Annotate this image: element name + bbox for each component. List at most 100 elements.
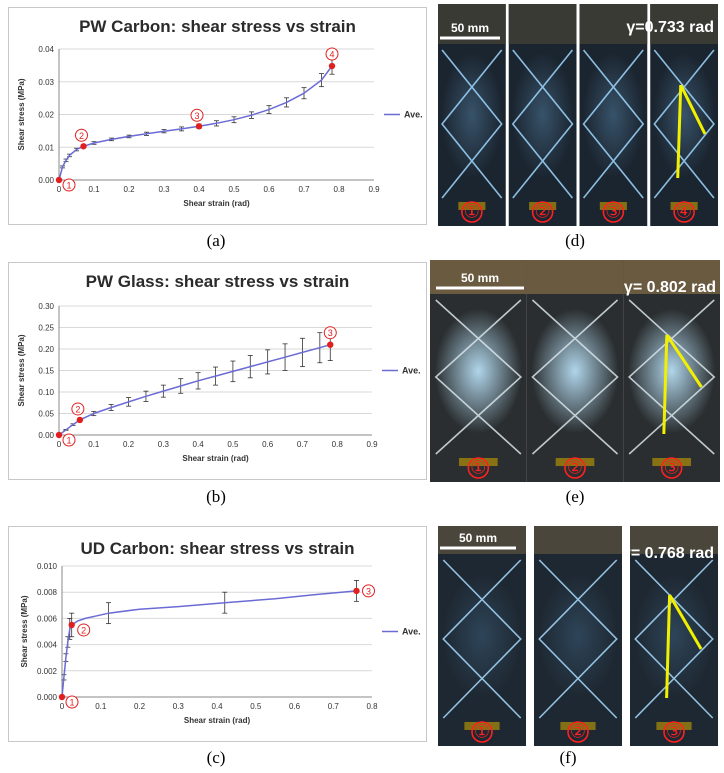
photo-e-base-clamp xyxy=(652,458,691,466)
chart-a-legend-label: Ave. xyxy=(404,110,423,120)
chart-b-xtick-label: 0.9 xyxy=(366,440,378,449)
chart-b-ytick-label: 0.25 xyxy=(38,324,54,333)
photo-d-frame-badge xyxy=(461,201,483,223)
chart-c-data-point xyxy=(58,693,66,701)
chart-c-data-point xyxy=(68,621,75,629)
photo-e-base-clamp xyxy=(555,458,595,466)
chart-b-ytick-label: 0.20 xyxy=(38,345,54,354)
chart-c-marker-badge xyxy=(77,623,91,637)
chart-c-title: UD Carbon: shear stress vs strain xyxy=(80,539,355,558)
photo-e-frame-top xyxy=(526,260,624,294)
chart-b-ytick-label: 0.10 xyxy=(38,388,54,397)
chart-a-data-point xyxy=(328,62,336,70)
chart-b-ytick-label: 0.15 xyxy=(38,367,54,376)
chart-b-xtick-label: 0.3 xyxy=(158,440,170,449)
photo-f-base-clamp xyxy=(464,722,500,730)
photo-e-frame-badge xyxy=(564,457,586,479)
photo-f-fiber-pattern xyxy=(634,559,714,719)
photo-f-frame-number: ① xyxy=(474,722,490,742)
photo-d-fiber-pattern xyxy=(441,49,503,199)
chart-c-marker-badge xyxy=(362,584,375,598)
chart-c-ytick-label: 0.008 xyxy=(37,588,58,597)
chart-b-data-point xyxy=(327,341,334,348)
photo-d-frame-badge xyxy=(673,201,695,223)
chart-a-marker-badge xyxy=(325,47,339,61)
photo-d-gamma-label: γ=0.733 rad xyxy=(626,19,714,36)
photo-d-fiber-pattern xyxy=(653,49,715,199)
chart-a-y-axis-title: Shear stress (MPa) xyxy=(17,78,26,150)
photo-e-gamma-label: γ= 0.802 rad xyxy=(624,279,716,296)
photo-d-specimen-glow xyxy=(653,52,715,178)
chart-a-plot: 0.00 0.01 0.02 0.03 0.04 0 0.1 0.2 0.3 0.4 0.5 0.6 0… xyxy=(17,45,423,208)
photo-f-deformation-marker xyxy=(665,594,703,699)
photo-d-frame-number: ④ xyxy=(676,202,692,222)
photo-d-specimen-glow xyxy=(512,52,574,178)
photo-f-gamma-label: γ= 0.768 rad xyxy=(622,545,714,562)
photo-panel-d: ① ② ③ ④ 50 mm γ=0.733 rad xyxy=(438,4,718,226)
photo-e-specimen-glow xyxy=(434,308,522,434)
photo-e-frame-top xyxy=(623,260,720,294)
photo-f-frame-badge xyxy=(663,721,685,743)
photo-e-frame-number: ② xyxy=(567,458,583,478)
chart-a-marker-label: 1 xyxy=(66,181,71,191)
chart-b-xtick-label: 0.5 xyxy=(227,440,239,449)
photo-f-frame-number: ③ xyxy=(666,722,682,742)
photo-e-deformation-marker xyxy=(662,334,703,435)
photo-d-base-clamp xyxy=(458,202,486,210)
chart-c-data-point xyxy=(353,587,360,595)
chart-a-marker-badge xyxy=(62,178,76,192)
chart-a-box: PW Carbon: shear stress vs strain 0.00 0.… xyxy=(8,7,427,225)
chart-b-xtick-label: 0.6 xyxy=(262,440,274,449)
chart-b-ytick-label: 0.00 xyxy=(38,431,54,440)
photo-d-specimen-glow xyxy=(441,52,503,178)
chart-a-data-point xyxy=(80,143,87,150)
chart-a-xtick-label: 0.5 xyxy=(228,185,240,194)
chart-b-xtick-label: 0.1 xyxy=(88,440,100,449)
caption-b: (b) xyxy=(206,487,226,506)
chart-b-marker-label: 3 xyxy=(328,328,333,338)
chart-a-xtick-label: 0 xyxy=(57,185,62,194)
chart-a-title: PW Carbon: shear stress vs strain xyxy=(79,17,356,36)
photo-panel-f: ① ② ③ 50 mm γ= 0.768 rad xyxy=(438,526,718,746)
chart-a-ytick-label: 0.04 xyxy=(38,45,54,54)
chart-b-x-axis-title: Shear strain (rad) xyxy=(182,454,249,463)
chart-c-plot: 0.000 0.002 0.004 0.006 0.008 0.010 0 0.1 0.2 0.3… xyxy=(20,562,421,725)
chart-a-marker-badge xyxy=(190,108,204,122)
chart-c-xtick-label: 0 xyxy=(60,702,65,711)
chart-c-xtick-label: 0.5 xyxy=(250,702,262,711)
chart-b-marker-badge xyxy=(71,402,85,416)
chart-b-xtick-label: 0.7 xyxy=(297,440,309,449)
photo-e-fiber-pattern xyxy=(434,299,523,455)
chart-b-y-axis-title: Shear stress (MPa) xyxy=(17,334,26,406)
photo-f-frame-number: ② xyxy=(570,722,586,742)
photo-e-base-clamp xyxy=(459,458,498,466)
chart-b-series-line xyxy=(58,343,331,436)
chart-c-xtick-label: 0.6 xyxy=(289,702,301,711)
photo-e-fiber-pattern xyxy=(531,299,619,455)
photo-f-specimen-glow xyxy=(634,574,714,698)
chart-b-marker-badge xyxy=(62,433,76,447)
chart-c-ytick-label: 0.010 xyxy=(37,562,58,571)
chart-b-plot: 0.00 0.05 0.10 0.15 0.20 0.25 0.30 0 0.1 0.2 0.3 0.… xyxy=(17,302,421,463)
chart-c-xtick-label: 0.3 xyxy=(173,702,185,711)
photo-d-fiber-pattern xyxy=(511,49,574,199)
photo-d-base-clamp xyxy=(670,202,698,210)
chart-a-marker-label: 2 xyxy=(79,131,84,141)
photo-e-fiber-pattern xyxy=(627,299,716,455)
photo-f-specimen-glow xyxy=(538,574,618,698)
chart-a-data-point xyxy=(55,176,63,184)
photo-f-base-clamp xyxy=(560,722,596,730)
photo-e-specimen-glow xyxy=(628,308,716,434)
photo-f-specimen-glow xyxy=(442,574,522,698)
caption-d: (d) xyxy=(565,231,585,250)
photo-f-scale-label: 50 mm xyxy=(459,531,497,545)
chart-b-ytick-label: 0.30 xyxy=(38,302,54,311)
chart-c-marker-badge xyxy=(65,695,79,709)
chart-a-xtick-label: 0.6 xyxy=(263,185,275,194)
caption-c: (c) xyxy=(206,748,226,767)
photo-d-frame-badge xyxy=(531,201,554,223)
chart-b-xtick-label: 0.2 xyxy=(123,440,135,449)
photo-f-frame-badge xyxy=(567,721,589,743)
chart-b-box: PW Glass: shear stress vs strain 0.00 0.0… xyxy=(8,262,427,480)
photo-e-specimen-glow xyxy=(531,308,619,434)
